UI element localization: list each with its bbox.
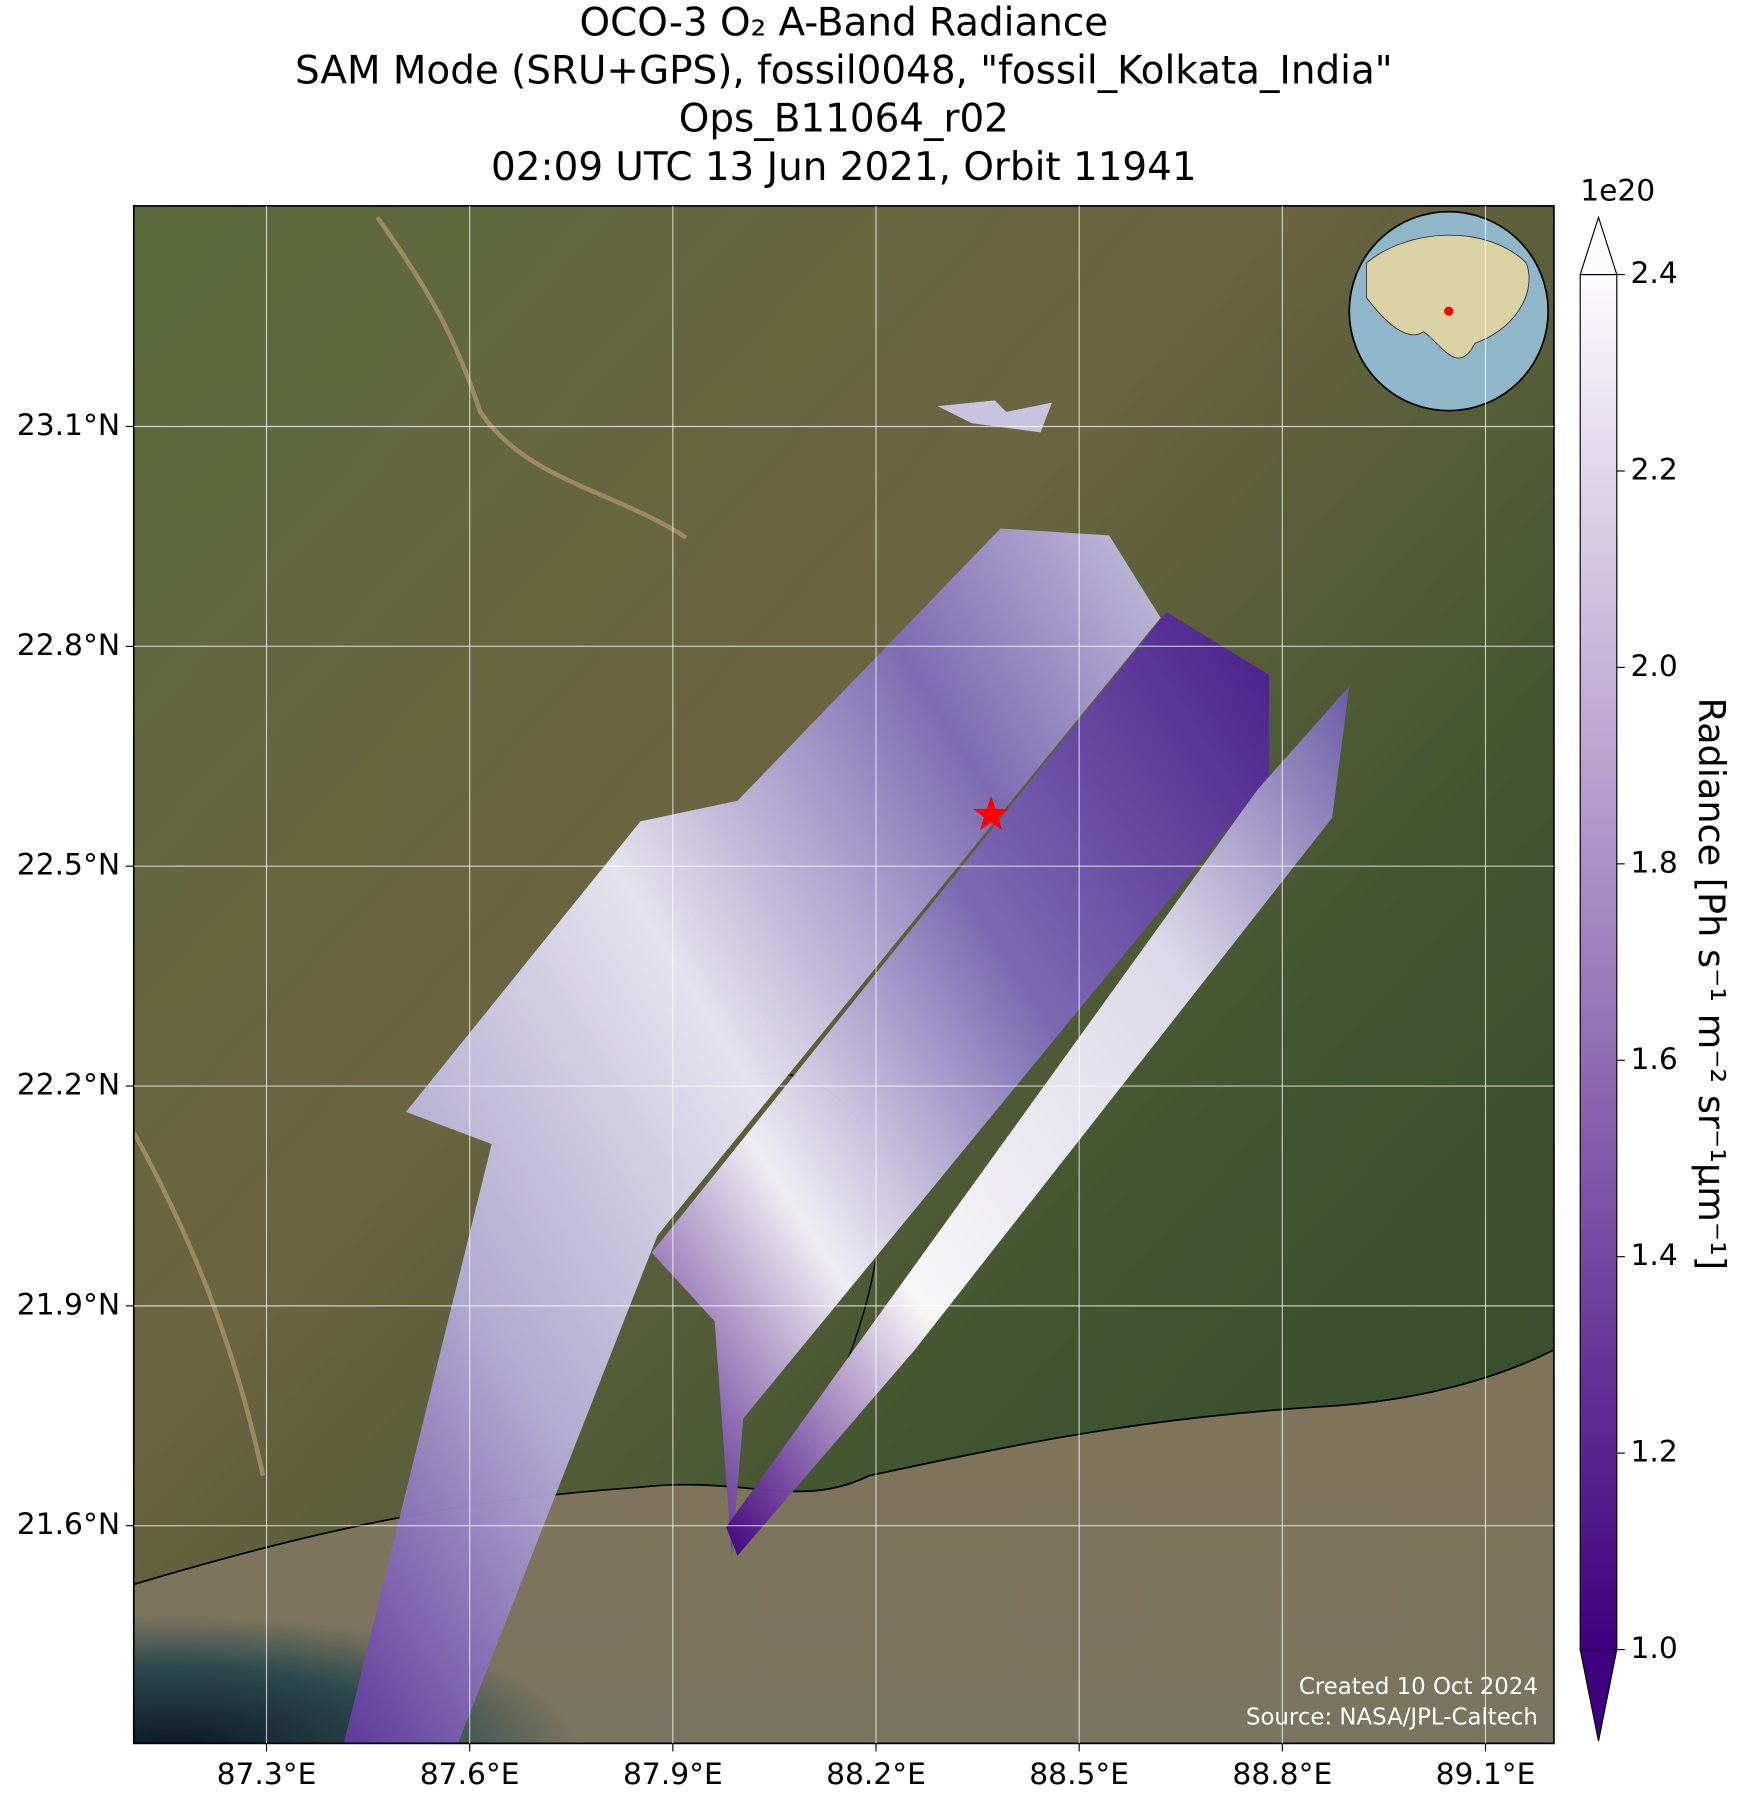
y-tick-label: 21.6°N (17, 1507, 120, 1542)
x-tick-label: 89.1°E (1436, 1757, 1536, 1792)
title-line: Ops_B11064_r02 (679, 97, 1009, 142)
colorbar-exponent: 1e20 (1580, 174, 1655, 209)
y-tick-label: 22.5°N (17, 848, 120, 883)
colorbar-tick-label: 2.4 (1631, 256, 1678, 291)
x-tick-label: 88.2°E (826, 1757, 926, 1792)
x-tick-label: 87.9°E (623, 1757, 723, 1792)
colorbar-extend-max (1579, 215, 1618, 276)
colorbar-tick-label: 2.0 (1631, 649, 1678, 684)
footer: Source: NASA/JPL-Caltech (1246, 1705, 1538, 1731)
x-tick-label: 88.5°E (1029, 1757, 1129, 1792)
title-line: SAM Mode (SRU+GPS), fossil0048, "fossil_… (295, 49, 1393, 94)
colorbar-tick-label: 1.4 (1631, 1238, 1678, 1273)
title-line: 02:09 UTC 13 Jun 2021, Orbit 11941 (491, 145, 1197, 190)
colorbar-tick-label: 1.6 (1631, 1042, 1678, 1077)
colorbar-tick-label: 1.8 (1631, 845, 1678, 880)
basemap (133, 205, 1554, 1744)
x-tick-label: 88.8°E (1232, 1757, 1332, 1792)
colorbar-extend-min (1579, 1649, 1618, 1742)
title-line: OCO-3 O₂ A-Band Radiance (579, 1, 1108, 46)
map-frame (132, 205, 1555, 1745)
colorbar-label: Radiance [Ph s⁻¹ m⁻² sr⁻¹μm⁻¹] (1690, 697, 1733, 1270)
colorbar-tick-label: 2.2 (1631, 452, 1678, 487)
colorbar-tick-label: 1.2 (1631, 1435, 1678, 1470)
y-tick-label: 22.2°N (17, 1068, 120, 1103)
target-star (973, 795, 1010, 831)
x-tick-label: 87.6°E (420, 1757, 520, 1792)
y-tick-label: 23.1°N (17, 408, 120, 443)
y-tick-label: 21.9°N (17, 1287, 120, 1322)
globe-star (1444, 306, 1454, 316)
x-tick-label: 87.3°E (217, 1757, 317, 1792)
colorbar (1579, 273, 1618, 1651)
y-tick-label: 22.8°N (17, 628, 120, 663)
colorbar-tick-label: 1.0 (1631, 1631, 1678, 1666)
footer: Created 10 Oct 2024 (1299, 1674, 1538, 1700)
